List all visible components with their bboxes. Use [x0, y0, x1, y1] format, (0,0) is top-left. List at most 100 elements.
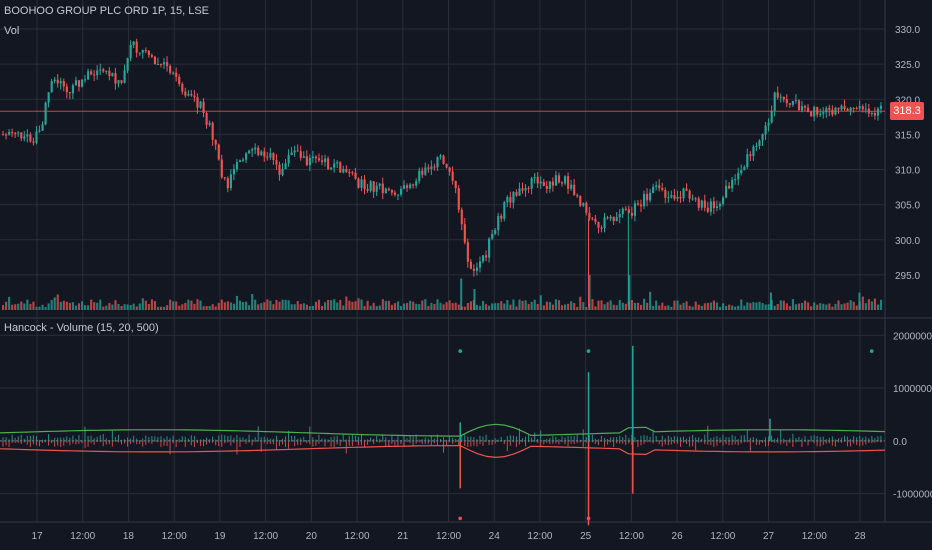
candle-body: [597, 221, 600, 228]
volume-bar: [697, 304, 700, 310]
volume-bar: [737, 305, 740, 310]
volume-bar: [211, 304, 214, 310]
volume-bar: [281, 299, 284, 310]
candle-body: [84, 79, 87, 81]
candle-body: [354, 172, 357, 179]
candle-body: [172, 72, 175, 74]
volume-bar: [454, 302, 457, 310]
volume-bar: [873, 298, 877, 310]
volume-bar: [169, 299, 172, 310]
volume-bar: [217, 302, 220, 310]
volume-bar: [111, 304, 114, 310]
volume-bar: [834, 303, 837, 310]
candle-body: [491, 233, 494, 239]
volume-bar: [166, 305, 169, 310]
candle-body: [166, 62, 169, 66]
candle-body: [691, 198, 694, 200]
candle-body: [245, 153, 248, 160]
volume-bar: [369, 305, 372, 310]
candle-body: [129, 44, 132, 59]
candle-body: [451, 171, 454, 181]
candle-body: [512, 192, 515, 203]
volume-bar: [706, 302, 709, 310]
candle-body: [661, 188, 664, 190]
candle-body: [74, 80, 78, 86]
volume-bar: [870, 301, 873, 310]
candle-body: [545, 186, 548, 189]
volume-bar: [403, 303, 406, 310]
volume-bar: [503, 303, 506, 310]
volume-bar: [649, 291, 652, 310]
volume-bar: [35, 306, 38, 310]
volume-bar: [840, 304, 843, 310]
candle-body: [804, 106, 807, 108]
volume-bar: [342, 305, 345, 310]
time-tick-label: 28: [854, 531, 866, 542]
volume-bar: [813, 302, 816, 310]
candle-body: [794, 100, 798, 102]
volume-bar: [293, 304, 296, 310]
volume-bar: [445, 302, 448, 310]
time-tick-label: 12:00: [162, 531, 187, 542]
volume-bar: [478, 305, 482, 310]
indicator-signal-dot: [586, 349, 591, 353]
volume-bar: [548, 302, 551, 310]
candle-body: [44, 102, 47, 125]
candle-body: [299, 151, 302, 158]
volume-bar: [481, 300, 485, 310]
volume-bar: [843, 303, 846, 310]
volume-bar: [457, 304, 460, 310]
volume-bar: [263, 302, 266, 310]
volume-bar: [56, 294, 59, 310]
candle-body: [333, 163, 336, 168]
volume-bar: [117, 304, 120, 310]
candle-body: [630, 212, 633, 216]
volume-bar: [375, 306, 378, 310]
candle-body: [791, 100, 794, 105]
candle-body: [150, 55, 153, 57]
volume-bar: [876, 304, 880, 310]
volume-bar: [564, 304, 567, 310]
candle-body: [266, 156, 269, 158]
volume-bar: [409, 300, 412, 310]
candle-body: [330, 167, 333, 170]
volume-bar: [749, 303, 752, 310]
volume-bar: [567, 303, 570, 310]
candle-body: [184, 91, 187, 96]
volume-bar: [621, 302, 624, 310]
candle-body: [147, 50, 150, 56]
volume-bar: [685, 301, 688, 310]
volume-bar: [743, 305, 746, 310]
price-tick-label: 310.0: [895, 166, 920, 177]
volume-bar: [624, 303, 627, 310]
volume-bar: [524, 300, 527, 310]
volume-bar: [442, 304, 445, 310]
volume-bar: [652, 305, 655, 310]
candle-body: [71, 85, 74, 94]
candle-body: [800, 106, 804, 111]
candle-body: [876, 108, 880, 116]
candle-body: [187, 94, 190, 96]
volume-bar: [14, 304, 17, 310]
price-tick-label: 300.0: [895, 236, 920, 247]
candle-body: [527, 188, 530, 190]
volume-bar: [448, 300, 451, 310]
volume-bar: [360, 299, 363, 310]
candle-body: [278, 164, 281, 175]
candle-body: [618, 214, 621, 218]
candle-body: [673, 195, 676, 199]
indicator-tick-label: 1000000.0: [893, 384, 932, 395]
volume-bar: [670, 306, 673, 310]
candle-body: [77, 80, 81, 87]
time-tick-label: 12:00: [253, 531, 278, 542]
candle-body: [123, 70, 126, 83]
volume-bar: [354, 301, 357, 310]
volume-bar: [208, 306, 211, 310]
candle-body: [263, 151, 266, 157]
volume-bar: [485, 304, 488, 310]
candle-body: [327, 158, 330, 170]
volume-bar: [32, 301, 35, 310]
candle-body: [114, 73, 117, 84]
volume-bar: [296, 301, 299, 310]
